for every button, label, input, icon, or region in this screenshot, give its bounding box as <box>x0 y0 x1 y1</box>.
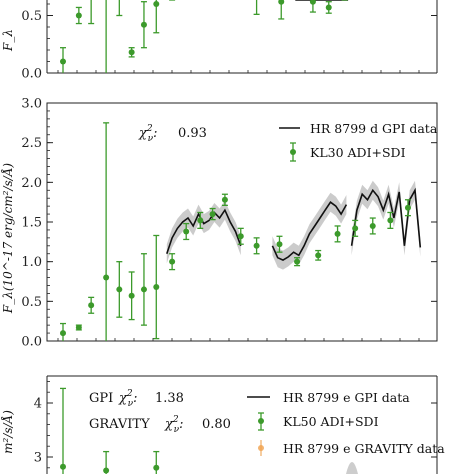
top-y-axis-label: F_λ <box>1 29 15 52</box>
bottom-data-points <box>60 387 160 474</box>
data-point-marker <box>88 302 95 309</box>
middle-chi-annotation: χ2 ν: 0.93 <box>138 124 207 144</box>
top-y-ticks: 0.0 0.5 <box>21 3 437 82</box>
data-point-marker <box>153 464 160 471</box>
data-point-marker <box>253 242 260 249</box>
top-data-points <box>60 0 348 73</box>
data-point-marker <box>369 222 376 229</box>
y-tick-label: 0.5 <box>21 9 42 24</box>
bottom-gravity-chi-symbol: χ2 ν: <box>164 415 184 435</box>
data-point-marker <box>404 204 411 211</box>
data-point-marker <box>278 0 285 5</box>
data-point-marker <box>153 284 160 291</box>
y-tick-label: 0.0 <box>21 67 42 82</box>
middle-legend: HR 8799 d GPI data KL30 ADI+SDI <box>279 121 438 162</box>
data-point-marker <box>197 217 204 224</box>
middle-data-points <box>60 122 411 341</box>
bottom-legend-gravity-label: HR 8799 e GRAVITY data <box>283 441 445 456</box>
data-point-marker <box>140 286 147 293</box>
middle-chi-symbol: χ2 ν: <box>138 124 158 144</box>
data-point-marker <box>325 4 332 11</box>
model-spectrum-line <box>271 201 348 262</box>
bottom-gpi-prefix: GPI <box>89 391 113 406</box>
data-point-marker <box>128 49 135 56</box>
bottom-gravity-prefix: GRAVITY <box>89 417 150 432</box>
y-tick-label: 3 <box>34 451 42 466</box>
bottom-y-axis-label: m²/s/Å) <box>0 410 15 454</box>
middle-panel: 0.0 0.5 1.0 1.5 2.0 2.5 3.0 F_λ(10^-17 erg/cm²… <box>0 97 438 350</box>
bottom-legend-line-label: HR 8799 e GPI data <box>283 390 410 405</box>
bottom-model-band-peak <box>346 462 358 474</box>
data-point-marker <box>60 58 66 65</box>
model-uncertainty-band <box>351 180 421 257</box>
data-point-marker <box>60 330 66 337</box>
data-point-marker <box>103 274 110 281</box>
bottom-legend-point-label: KL50 ADI+SDI <box>283 414 379 429</box>
bottom-gravity-chi-value: 0.80 <box>202 417 231 432</box>
data-point-marker <box>221 196 228 203</box>
middle-chi-value: 0.93 <box>178 126 207 141</box>
data-point-marker <box>140 21 147 28</box>
middle-y-ticks: 0.0 0.5 1.0 1.5 2.0 2.5 3.0 <box>21 97 437 350</box>
data-point-marker <box>183 228 190 235</box>
middle-legend-point-swatch-marker <box>290 149 296 155</box>
y-tick-label: 0.0 <box>21 335 42 350</box>
data-point-marker <box>128 292 135 299</box>
data-point-marker <box>276 241 283 248</box>
data-point-marker <box>75 12 82 19</box>
model-uncertainty-band <box>166 200 241 264</box>
data-point-marker <box>153 1 160 7</box>
y-tick-label: 2.0 <box>21 176 42 191</box>
middle-model-bands <box>166 180 421 270</box>
top-x-ticks <box>57 70 420 73</box>
bottom-legend-gravity-swatch-marker <box>258 445 264 451</box>
bottom-model-bands <box>346 462 358 474</box>
data-point-marker <box>334 230 341 237</box>
bottom-gpi-chi-value: 1.38 <box>155 391 184 406</box>
model-spectrum-line <box>166 208 242 254</box>
data-point-marker <box>294 258 301 265</box>
bottom-chi-annotations: GPI χ2 ν: 1.38 GRAVITY χ2 ν: 0.80 <box>89 389 231 435</box>
y-tick-label: 0.5 <box>21 295 42 310</box>
bottom-panel: 34 m²/s/Å) GPI χ2 ν: 1.38 GRAVITY χ2 ν: 0.… <box>0 375 445 474</box>
bottom-legend-point-swatch-marker <box>258 418 264 424</box>
data-point-marker <box>75 324 82 331</box>
data-point-marker <box>315 252 322 259</box>
model-uncertainty-band <box>272 192 347 270</box>
y-tick-label: 1.0 <box>21 255 42 270</box>
data-point-marker <box>352 225 359 232</box>
data-point-marker <box>116 286 123 293</box>
y-tick-label: 1.5 <box>21 216 42 231</box>
y-tick-label: 4 <box>34 397 42 412</box>
data-point-marker <box>237 233 244 240</box>
data-point-marker <box>60 463 66 470</box>
data-point-marker <box>309 0 316 5</box>
middle-x-ticks <box>57 338 420 341</box>
bottom-y-ticks: 34 <box>34 380 437 469</box>
data-point-marker <box>103 467 110 474</box>
y-tick-label: 2.5 <box>21 136 42 151</box>
bottom-gpi-chi-symbol: χ2 ν: <box>118 389 138 409</box>
data-point-marker <box>387 217 394 224</box>
bottom-legend: HR 8799 e GPI data KL50 ADI+SDI HR 8799 … <box>247 390 445 456</box>
middle-legend-line-label: HR 8799 d GPI data <box>310 121 438 136</box>
data-point-marker <box>209 211 216 218</box>
top-panel: 0.0 0.5 F_λ <box>1 0 438 82</box>
y-tick-label: 3.0 <box>21 97 42 112</box>
middle-legend-point-label: KL30 ADI+SDI <box>310 145 406 160</box>
middle-y-axis-label: F_λ(10^-17 erg/cm²/s/Å) <box>0 163 15 314</box>
data-point-marker <box>169 258 176 265</box>
